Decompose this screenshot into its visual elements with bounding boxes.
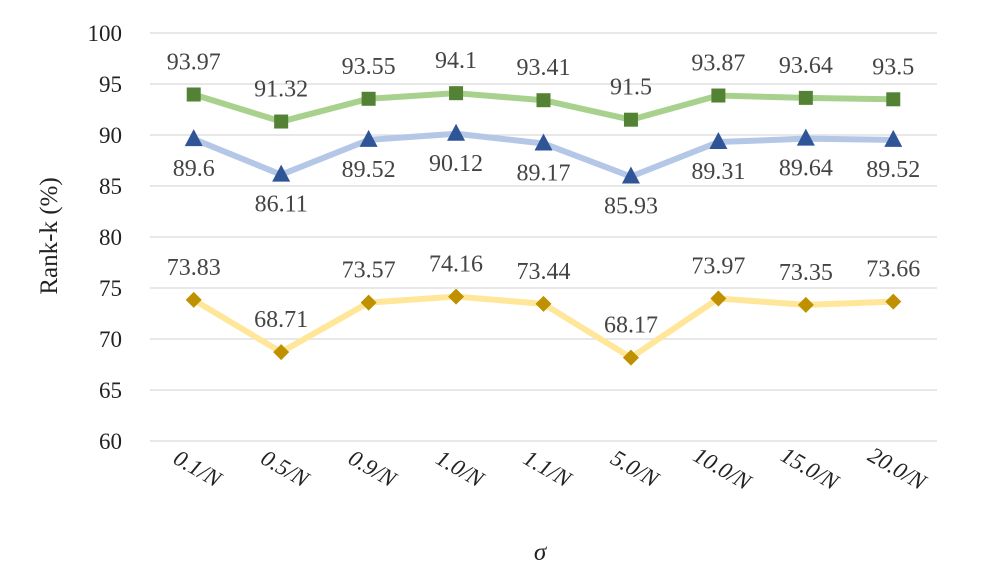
- series-blue-data-label: 86.11: [255, 192, 308, 218]
- x-tick-label: 0.9/N: [344, 445, 402, 493]
- series-green-marker: [623, 112, 638, 127]
- series-blue-marker: [359, 129, 378, 147]
- series-yellow-data-label: 73.44: [517, 259, 571, 285]
- series-blue-data-label: 89.17: [517, 160, 571, 186]
- series-green-marker: [536, 93, 551, 108]
- series-yellow-marker: [273, 344, 290, 361]
- series-green-data-label: 91.32: [254, 77, 308, 103]
- series-blue-data-label: 85.93: [604, 194, 658, 220]
- series-green-marker: [186, 87, 201, 102]
- series-yellow-marker: [185, 291, 202, 308]
- series-yellow-data-label: 73.35: [779, 260, 833, 286]
- series-yellow-data-label: 73.97: [691, 254, 745, 280]
- series-green-data-label: 91.5: [610, 75, 652, 101]
- series-blue-marker: [272, 164, 291, 182]
- series-green-data-label: 93.97: [167, 50, 221, 76]
- series-yellow: [185, 288, 902, 366]
- series-green-data-label: 93.41: [517, 55, 571, 81]
- series-yellow-marker: [710, 290, 727, 307]
- data-series: [184, 86, 903, 366]
- gridlines: [150, 32, 937, 442]
- series-yellow-data-label: 73.83: [167, 255, 221, 281]
- series-blue-marker: [709, 132, 728, 150]
- series-yellow-marker: [885, 293, 902, 310]
- series-green-marker: [886, 92, 901, 107]
- series-green-marker: [274, 114, 289, 129]
- y-tick-label: 100: [88, 21, 123, 46]
- series-blue-marker: [184, 129, 203, 147]
- y-tick-label: 95: [99, 72, 122, 97]
- series-green-data-label: 93.5: [872, 54, 914, 80]
- series-yellow-data-label: 73.57: [342, 258, 396, 284]
- series-blue-marker: [884, 129, 903, 147]
- series-yellow-marker: [622, 349, 639, 366]
- x-tick-label: 1.0/N: [432, 445, 490, 493]
- x-tick-label: 15.0/N: [776, 442, 844, 495]
- y-tick-label: 85: [99, 174, 122, 199]
- series-yellow-marker: [448, 288, 465, 305]
- x-tick-label: 1.1/N: [519, 445, 577, 493]
- series-green-data-label: 93.55: [342, 54, 396, 80]
- data-labels: 93.97 91.32 93.55 94.1 93.41 91.5 93.87 93.64 93…: [167, 48, 921, 338]
- series-blue-data-label: 89.6: [173, 156, 215, 182]
- y-axis-title: Rank-k (%): [36, 177, 63, 294]
- series-blue-data-label: 89.52: [866, 157, 920, 183]
- x-tick-label: 10.0/N: [689, 442, 757, 495]
- series-blue: [184, 123, 903, 184]
- series-blue-data-label: 89.64: [779, 156, 833, 182]
- series-green-marker: [711, 88, 726, 103]
- series-blue-marker: [621, 166, 640, 184]
- series-yellow-data-label: 73.66: [866, 257, 920, 283]
- series-green-marker: [361, 91, 376, 106]
- x-axis-tick-labels: 0.1/N 0.5/N 0.9/N 1.0/N 1.1/N 5.0/N 10.0/N 15.0…: [169, 442, 931, 495]
- x-tick-label: 5.0/N: [607, 445, 665, 493]
- y-tick-label: 70: [99, 327, 122, 352]
- y-tick-label: 75: [99, 276, 122, 301]
- series-green-marker: [798, 90, 813, 105]
- series-yellow-data-label: 68.71: [254, 307, 308, 333]
- series-yellow-marker: [797, 296, 814, 313]
- series-green-data-label: 93.64: [779, 53, 833, 79]
- series-blue-marker: [447, 123, 466, 141]
- series-green-marker: [449, 86, 464, 101]
- series-blue-data-label: 89.31: [691, 159, 745, 185]
- series-green-data-label: 93.87: [691, 51, 745, 77]
- series-blue-marker: [796, 128, 815, 146]
- x-tick-label: 0.5/N: [257, 445, 315, 493]
- y-tick-label: 60: [99, 429, 122, 454]
- y-tick-label: 80: [99, 225, 122, 250]
- series-yellow-marker: [360, 294, 377, 311]
- series-blue-data-label: 89.52: [342, 157, 396, 183]
- x-tick-label: 20.0/N: [864, 442, 932, 495]
- y-tick-label: 90: [99, 123, 122, 148]
- series-green-data-label: 94.1: [435, 48, 477, 74]
- series-yellow-data-label: 68.17: [604, 313, 658, 339]
- series-blue-marker: [534, 133, 553, 151]
- y-tick-label: 65: [99, 378, 122, 403]
- x-tick-label: 0.1/N: [169, 445, 227, 493]
- series-green: [186, 86, 901, 129]
- series-yellow-marker: [535, 295, 552, 312]
- y-axis-tick-labels: 60 65 70 75 80 85 90 95 100: [88, 21, 123, 454]
- x-axis-title: σ: [534, 539, 548, 566]
- series-yellow-data-label: 74.16: [429, 252, 483, 278]
- series-blue-data-label: 90.12: [429, 151, 483, 177]
